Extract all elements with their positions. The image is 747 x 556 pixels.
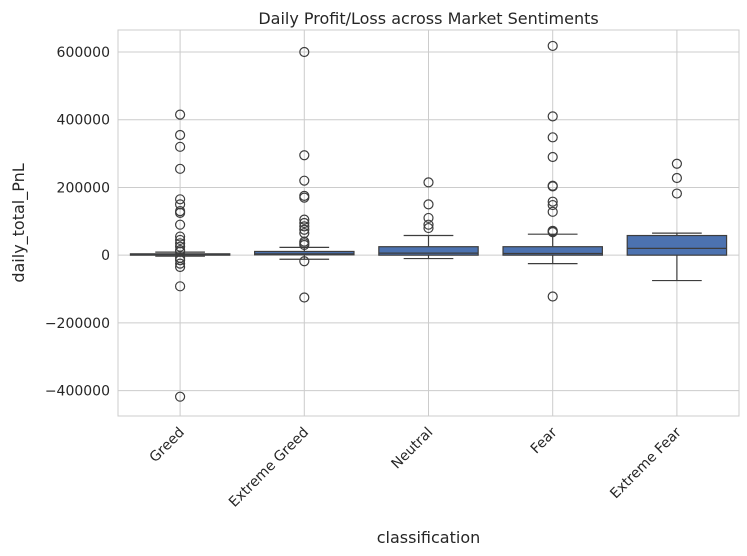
- outlier-point: [299, 217, 310, 229]
- y-tick-label: −400000: [45, 384, 110, 400]
- outlier-point: [299, 256, 310, 267]
- outlier-point: [175, 255, 186, 266]
- box-group: [502, 40, 603, 302]
- outlier-point: [547, 111, 558, 122]
- outlier-point: [299, 192, 310, 203]
- outlier-point: [299, 150, 310, 161]
- outlier-point: [423, 199, 434, 210]
- y-tick-labels: 600000 400000 200000 0 −200000 −400000: [45, 45, 110, 400]
- outlier-point: [299, 175, 310, 186]
- outlier-point: [299, 224, 310, 235]
- outlier-point: [671, 158, 683, 169]
- plot-frame: [117, 29, 740, 417]
- y-tick-label: −200000: [45, 316, 110, 332]
- box-iqr: [502, 246, 603, 256]
- chart-title: Daily Profit/Loss across Market Sentimen…: [258, 9, 598, 28]
- outlier-point: [423, 177, 434, 188]
- outlier-point: [175, 129, 186, 141]
- outlier-point: [299, 214, 310, 225]
- outlier-point: [299, 292, 310, 303]
- outlier-point: [175, 241, 186, 252]
- x-axis-label: classification: [377, 528, 481, 547]
- outlier-point: [175, 391, 186, 402]
- y-tick-label: 200000: [57, 180, 110, 196]
- outlier-point: [299, 239, 310, 251]
- box-group: [378, 177, 479, 260]
- outlier-point: [423, 222, 434, 234]
- outlier-point: [175, 281, 186, 292]
- outlier-point: [547, 291, 558, 302]
- outlier-point: [175, 194, 186, 205]
- y-tick-label: 600000: [57, 45, 110, 61]
- outlier-point: [423, 219, 434, 230]
- y-tick-label: 400000: [57, 113, 110, 129]
- outlier-point: [175, 219, 186, 230]
- outlier-point: [175, 109, 186, 120]
- box-group: [626, 158, 728, 282]
- outlier-point: [547, 196, 558, 207]
- outlier-point: [175, 258, 186, 269]
- outlier-point: [299, 221, 310, 232]
- box-group: [254, 46, 355, 303]
- boxes: [129, 40, 728, 402]
- outlier-point: [547, 206, 558, 217]
- outlier-point: [547, 40, 558, 52]
- outlier-point: [547, 132, 558, 143]
- outlier-point: [175, 261, 186, 273]
- outlier-point: [671, 172, 683, 184]
- box-iqr: [254, 250, 355, 256]
- y-axis-label: daily_total_PnL: [9, 163, 29, 282]
- outlier-point: [671, 188, 683, 199]
- box-iqr: [378, 246, 479, 256]
- outlier-point: [175, 207, 186, 218]
- box-iqr: [626, 234, 728, 256]
- outlier-point: [299, 46, 310, 58]
- box-group: [129, 109, 231, 402]
- outlier-point: [547, 199, 558, 211]
- outlier-point: [175, 234, 186, 246]
- y-tick-label: 0: [101, 248, 110, 264]
- outlier-point: [175, 141, 186, 152]
- outlier-point: [175, 163, 186, 174]
- outlier-point: [547, 151, 558, 163]
- outlier-point: [175, 231, 186, 242]
- outlier-point: [547, 227, 558, 238]
- outlier-point: [547, 181, 558, 192]
- outlier-point: [423, 212, 434, 224]
